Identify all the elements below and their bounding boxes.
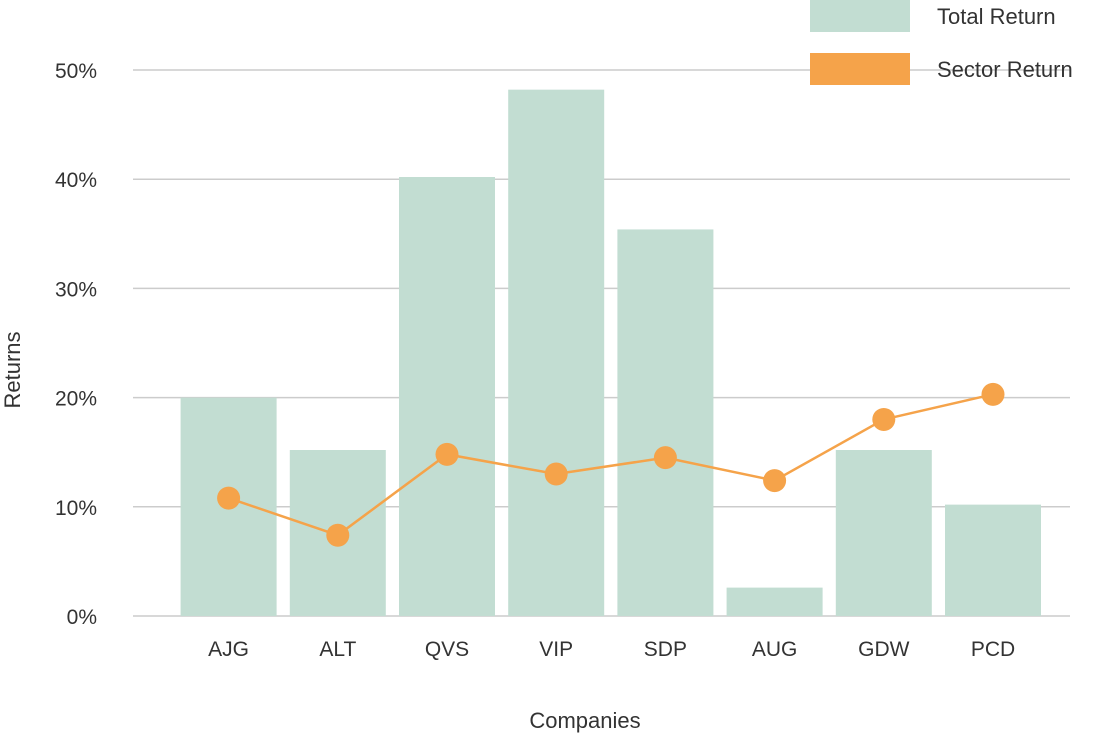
legend-swatch-total-return — [810, 0, 910, 32]
y-axis-title: Returns — [0, 331, 25, 408]
sector-return-point-alt — [326, 523, 350, 547]
sector-return-point-gdw — [872, 407, 896, 431]
sector-return-point-qvs — [435, 442, 459, 466]
x-tick-label: QVS — [425, 638, 469, 661]
x-axis-title: Companies — [529, 708, 640, 733]
sector-return-point-pcd — [981, 382, 1005, 406]
bar-pcd — [945, 504, 1041, 616]
x-tick-label: SDP — [644, 638, 687, 661]
sector-return-point-sdp — [653, 446, 677, 470]
bar-aug — [726, 587, 823, 616]
x-tick-label: AUG — [752, 638, 798, 661]
legend-label-total-return: Total Return — [937, 4, 1056, 29]
x-tick-label: AJG — [208, 638, 249, 661]
bar-gdw — [835, 450, 932, 616]
y-tick-label: 10% — [55, 497, 97, 520]
sector-return-polyline — [228, 393, 994, 537]
bar-vip — [508, 89, 605, 616]
x-tick-label: GDW — [858, 638, 910, 661]
sector-return-point-ajg — [217, 486, 241, 510]
sector-return-line — [217, 382, 1005, 547]
y-tick-label: 40% — [55, 169, 97, 192]
legend-swatch-sector-return — [810, 53, 910, 85]
bar-sdp — [617, 229, 714, 616]
y-axis-ticks: 0% 10% 20% 30% 40% 50% — [55, 60, 97, 629]
x-tick-label: VIP — [539, 638, 573, 661]
x-tick-label: ALT — [319, 638, 356, 661]
bar-qvs — [399, 177, 495, 617]
legend: Total Return Sector Return — [810, 0, 1073, 85]
y-tick-label: 20% — [55, 388, 97, 411]
y-tick-label: 30% — [55, 278, 97, 301]
sector-return-point-aug — [763, 469, 787, 493]
y-tick-label: 0% — [67, 606, 97, 629]
sector-return-point-vip — [544, 462, 568, 486]
bars — [180, 89, 1041, 617]
x-axis-ticks: AJG ALT QVS VIP SDP AUG GDW PCD — [208, 638, 1015, 661]
legend-label-sector-return: Sector Return — [937, 57, 1073, 82]
y-tick-label: 50% — [55, 60, 97, 83]
x-tick-label: PCD — [971, 638, 1015, 661]
